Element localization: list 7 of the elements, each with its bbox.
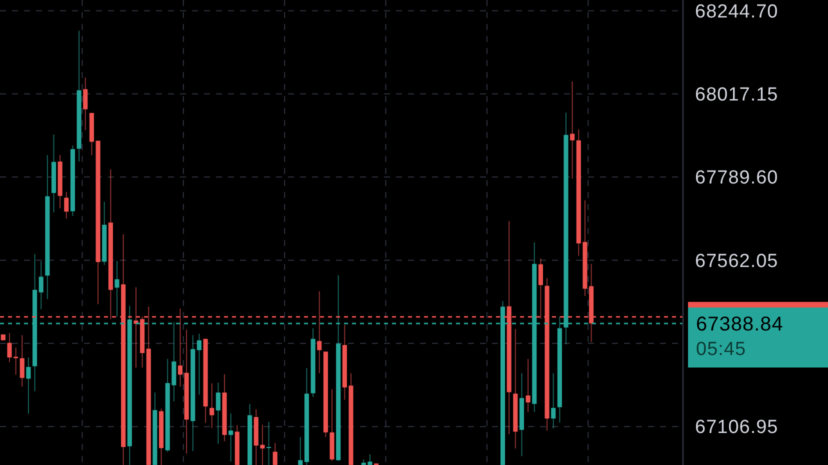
y-tick-label: 67789.60: [695, 168, 778, 189]
y-tick-label: 67106.95: [695, 417, 778, 438]
text: 05:45: [696, 339, 746, 360]
y-tick-label: 68017.15: [695, 84, 778, 106]
y-tick-label: 67562.05: [695, 250, 778, 272]
ref-line-label: 67388.84: [696, 314, 784, 336]
y-tick-label: 68244.70: [695, 1, 778, 22]
